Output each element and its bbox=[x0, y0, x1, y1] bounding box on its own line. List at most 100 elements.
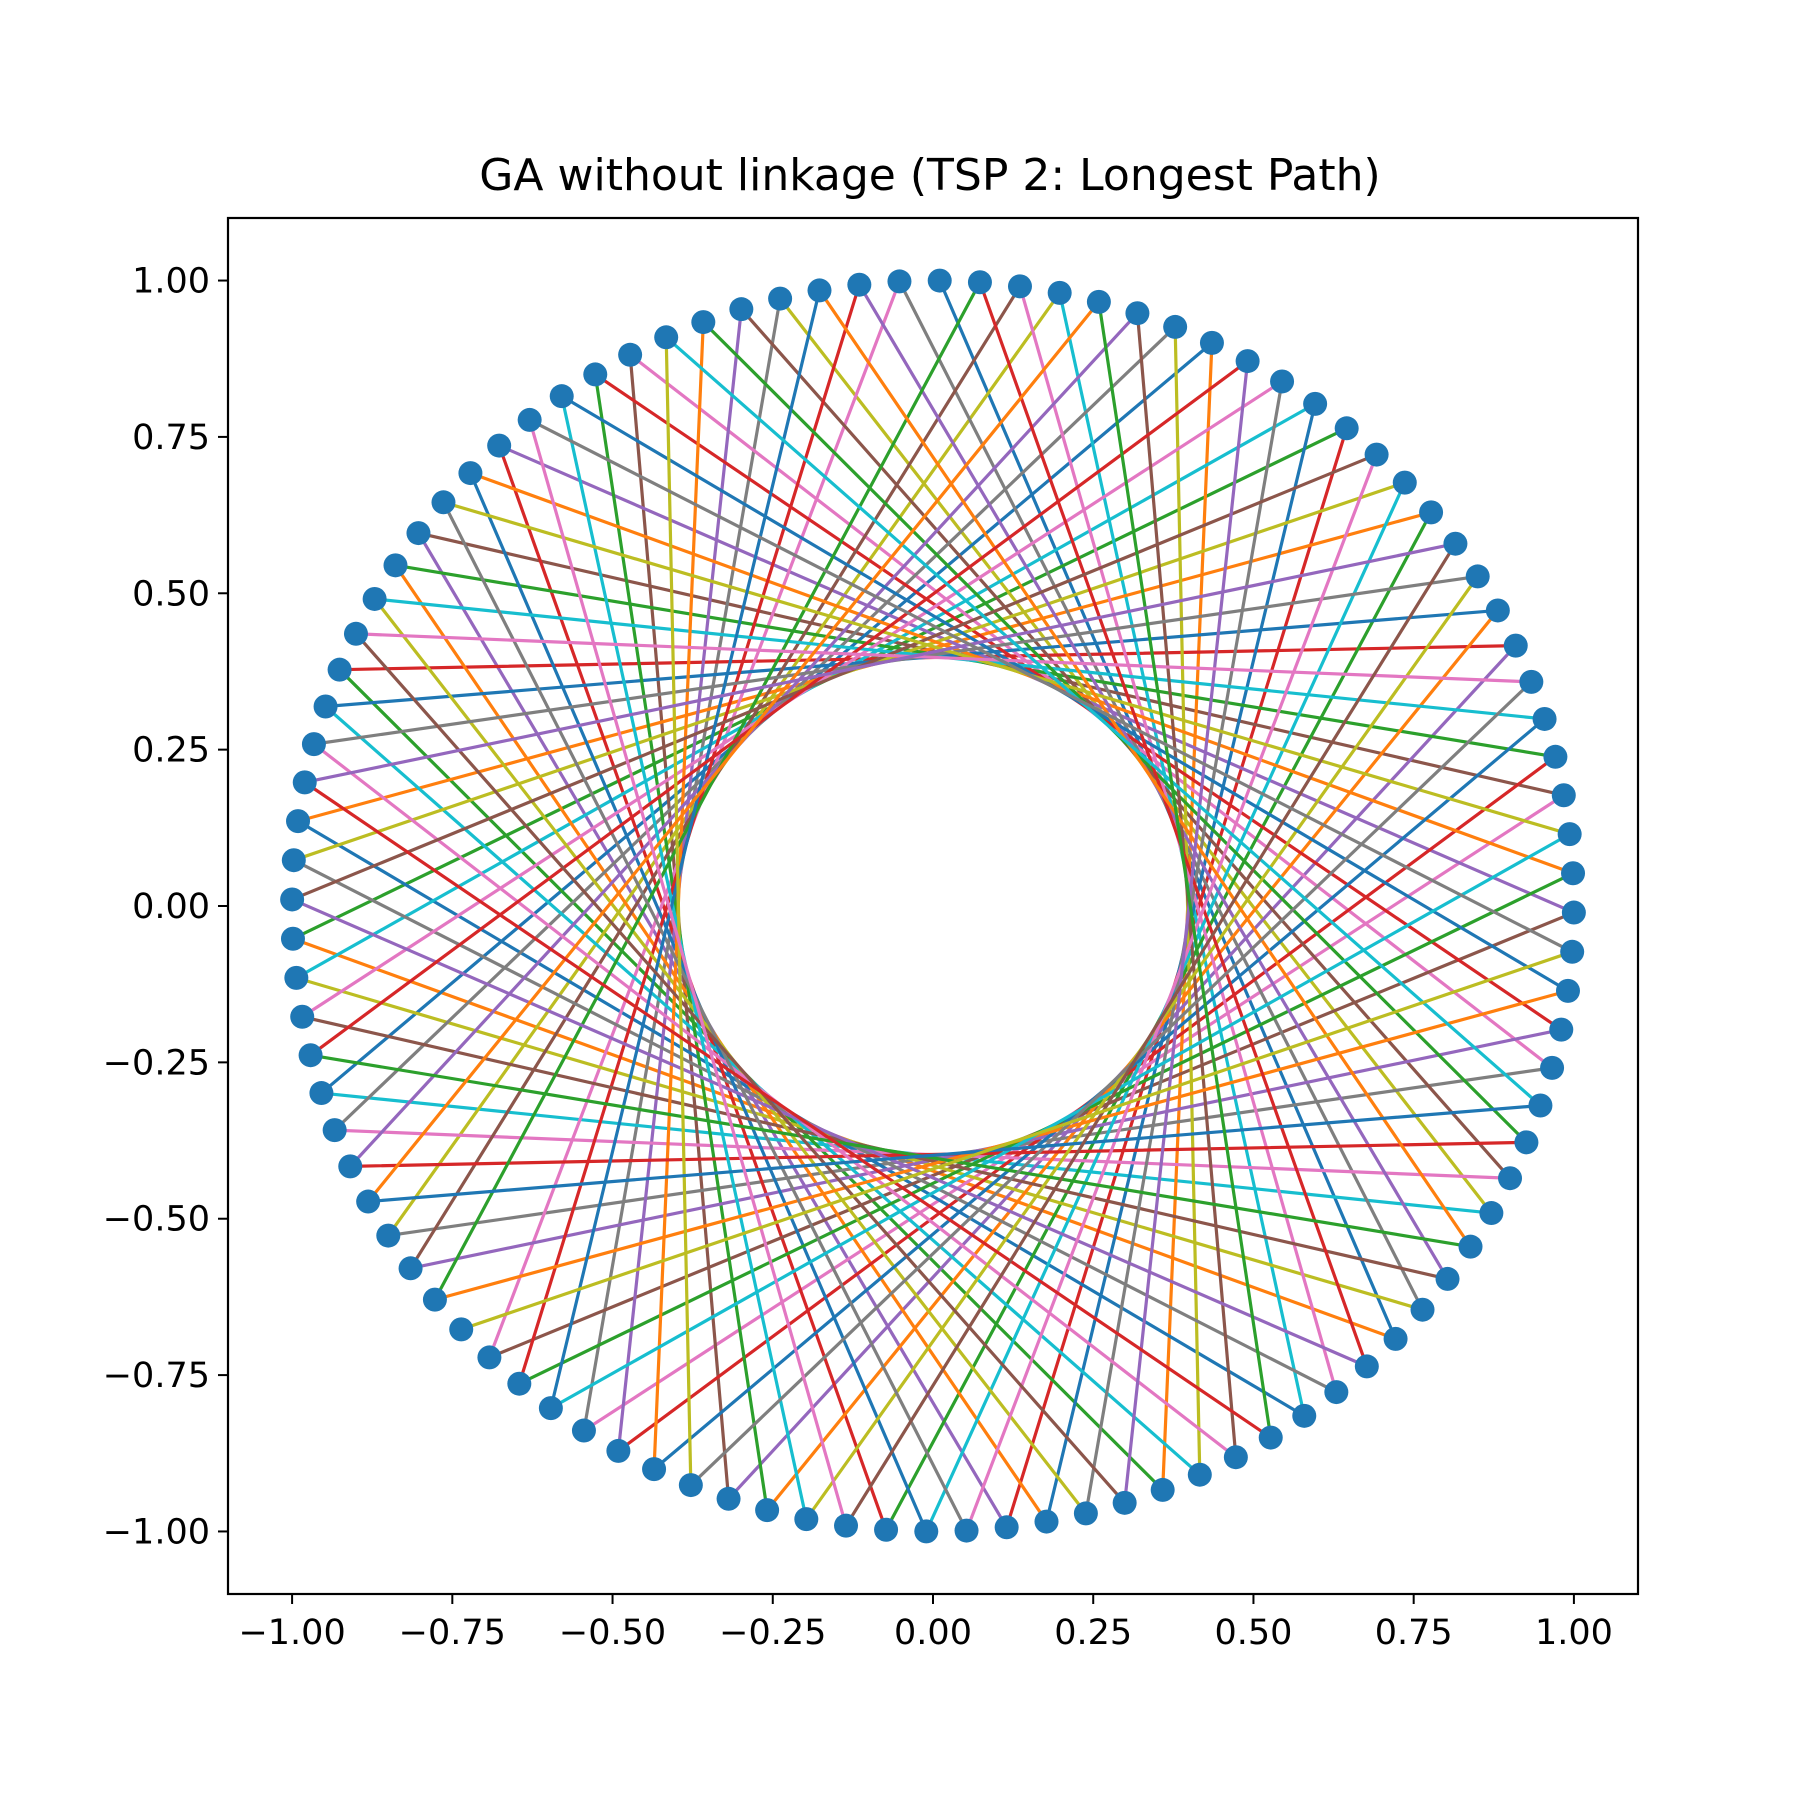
x-tick-label: −0.75 bbox=[399, 1613, 506, 1653]
city-point bbox=[755, 1498, 780, 1523]
tour-edge bbox=[817, 288, 1473, 1249]
tour-edge bbox=[303, 542, 1458, 784]
city-point bbox=[994, 1515, 1019, 1540]
city-point bbox=[356, 1189, 381, 1214]
city-point bbox=[487, 433, 512, 458]
city-point bbox=[1543, 744, 1568, 769]
city-point bbox=[338, 1154, 363, 1179]
tour-edge bbox=[1097, 300, 1273, 1440]
city-point bbox=[1383, 1326, 1408, 1351]
city-point bbox=[729, 297, 754, 322]
city-point bbox=[313, 694, 338, 719]
x-tick-label: 0.75 bbox=[1375, 1613, 1453, 1653]
city-point bbox=[1354, 1354, 1379, 1379]
city-point bbox=[507, 1371, 532, 1396]
city-point bbox=[1419, 500, 1444, 525]
city-point bbox=[1410, 1297, 1435, 1322]
city-point bbox=[1528, 1093, 1553, 1118]
city-point bbox=[1187, 1462, 1212, 1487]
city-point bbox=[1561, 861, 1586, 886]
city-point bbox=[309, 1081, 334, 1106]
city-point bbox=[383, 553, 408, 578]
city-point bbox=[1435, 1266, 1460, 1291]
tour-edge bbox=[290, 452, 1379, 902]
city-point bbox=[691, 310, 716, 335]
tour-edge bbox=[308, 359, 1250, 1057]
city-point bbox=[1503, 633, 1528, 658]
chart-title: GA without linkage (TSP 2: Longest Path) bbox=[479, 150, 1380, 201]
tour-edge bbox=[354, 632, 1127, 1505]
city-point bbox=[716, 1486, 741, 1511]
city-point bbox=[1458, 1234, 1483, 1259]
city-points bbox=[280, 268, 1586, 1544]
tour-edge bbox=[964, 452, 1379, 1533]
city-point bbox=[1498, 1166, 1523, 1191]
city-point bbox=[967, 270, 992, 295]
city-point bbox=[834, 1513, 859, 1538]
tour-edge bbox=[366, 1103, 1543, 1204]
city-point bbox=[768, 286, 793, 311]
city-point bbox=[1557, 822, 1582, 847]
tour-edge bbox=[366, 300, 1101, 1204]
city-point bbox=[286, 809, 311, 834]
city-point bbox=[1270, 369, 1295, 394]
y-tick-label: 0.25 bbox=[132, 731, 210, 771]
tour-edge bbox=[664, 335, 693, 1487]
city-point bbox=[874, 1517, 899, 1542]
city-point bbox=[1324, 1380, 1349, 1405]
city-point bbox=[1086, 289, 1111, 314]
city-point bbox=[1150, 1477, 1175, 1502]
tour-edge bbox=[303, 780, 1273, 1440]
tour-edge bbox=[528, 418, 1574, 954]
tour-edge bbox=[549, 832, 1572, 1410]
y-tick-label: −1.00 bbox=[103, 1512, 210, 1552]
city-point bbox=[477, 1345, 502, 1370]
city-point bbox=[549, 384, 574, 409]
city-point bbox=[1199, 330, 1224, 355]
city-point bbox=[1551, 783, 1576, 808]
x-tick-label: −0.25 bbox=[719, 1613, 826, 1653]
city-point bbox=[642, 1457, 667, 1482]
city-point bbox=[322, 1118, 347, 1143]
city-point bbox=[1561, 900, 1586, 925]
city-point bbox=[327, 657, 352, 682]
city-point bbox=[280, 887, 305, 912]
city-point bbox=[618, 342, 643, 367]
city-point bbox=[1555, 978, 1580, 1003]
city-point bbox=[914, 1519, 939, 1544]
city-point bbox=[301, 732, 326, 757]
city-point bbox=[1532, 706, 1557, 731]
tour-edge bbox=[689, 680, 1533, 1487]
y-tick-label: −0.25 bbox=[103, 1043, 210, 1083]
city-point bbox=[1560, 939, 1585, 964]
tour-edge bbox=[290, 897, 1369, 1369]
city-point bbox=[376, 1223, 401, 1248]
city-point bbox=[571, 1418, 596, 1443]
tour-edge bbox=[978, 280, 1369, 1369]
x-tick-label: 0.25 bbox=[1054, 1613, 1132, 1653]
tour-edge bbox=[844, 542, 1458, 1528]
city-point bbox=[343, 621, 368, 646]
city-point bbox=[1112, 1490, 1137, 1515]
city-point bbox=[1519, 669, 1544, 694]
city-point bbox=[1303, 391, 1328, 416]
city-point bbox=[1034, 1509, 1059, 1534]
city-point bbox=[281, 848, 306, 873]
tour-edge bbox=[528, 418, 848, 1528]
city-point bbox=[654, 325, 679, 350]
city-point bbox=[431, 490, 456, 515]
city-point bbox=[583, 362, 608, 387]
city-point bbox=[298, 1043, 323, 1068]
y-tick-label: 1.00 bbox=[132, 262, 210, 302]
city-point bbox=[1392, 470, 1417, 495]
city-point bbox=[1258, 1425, 1283, 1450]
city-point bbox=[290, 1004, 315, 1029]
city-point bbox=[362, 586, 387, 611]
city-point bbox=[887, 269, 912, 294]
city-point bbox=[398, 1256, 423, 1281]
city-point bbox=[449, 1317, 474, 1342]
y-tick-label: −0.50 bbox=[103, 1200, 210, 1240]
city-point bbox=[1485, 598, 1510, 623]
city-point bbox=[847, 272, 872, 297]
